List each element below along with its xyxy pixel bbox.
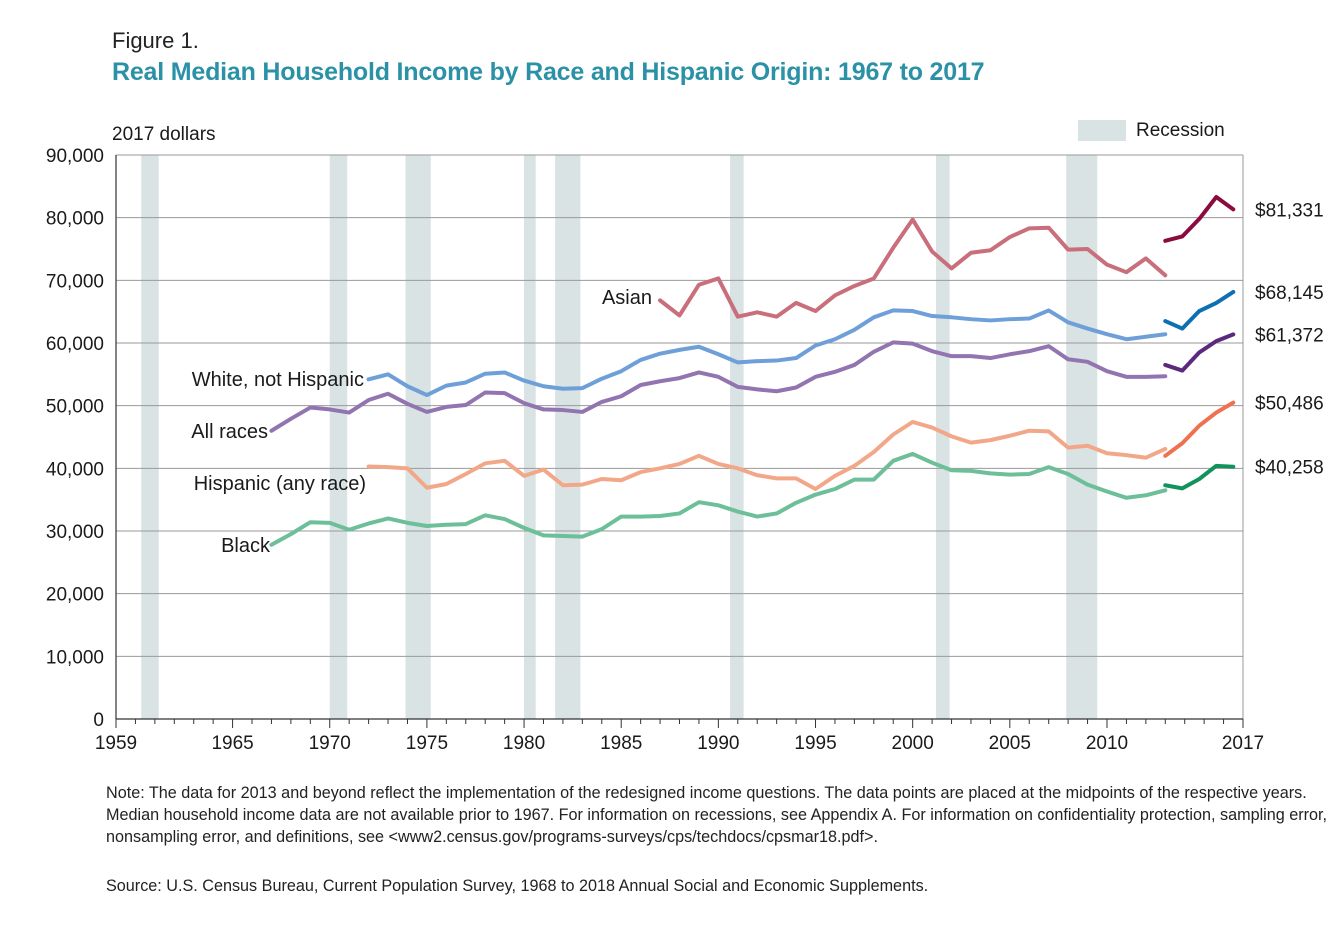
- x-tick-label: 1970: [309, 733, 351, 754]
- y-tick-label: 0: [93, 710, 104, 731]
- y-tick-label: 90,000: [46, 146, 104, 167]
- x-tick-label: 2000: [892, 733, 934, 754]
- y-tick-label: 30,000: [46, 522, 104, 543]
- recession-band: [141, 155, 159, 719]
- figure-title: Real Median Household Income by Race and…: [112, 58, 985, 86]
- x-tick-label: 2017: [1222, 733, 1264, 754]
- series-end-value-label: $81,331: [1255, 200, 1324, 221]
- series-line-new-method: [1163, 400, 1236, 458]
- series-line: [366, 419, 1168, 492]
- y-tick-label: 70,000: [46, 271, 104, 292]
- x-tick-label: 2010: [1086, 733, 1128, 754]
- series-line-new-method: [1163, 194, 1236, 243]
- x-tick-label: 2005: [989, 733, 1031, 754]
- y-tick-label: 80,000: [46, 209, 104, 230]
- x-tick-label: 1980: [503, 733, 545, 754]
- recession-band: [329, 155, 348, 719]
- y-tick-label: 60,000: [46, 334, 104, 355]
- legend-recession-swatch: [1078, 120, 1126, 141]
- recession-band: [555, 155, 581, 719]
- figure-label: Figure 1.: [112, 28, 199, 53]
- series-line: [269, 451, 1168, 547]
- series-end-value-label: $50,486: [1255, 394, 1324, 415]
- series-line: [269, 340, 1168, 433]
- x-tick-label: 1959: [95, 733, 137, 754]
- legend-recession-label: Recession: [1136, 120, 1225, 141]
- recession-band: [405, 155, 431, 719]
- series-name-label: All races: [191, 421, 268, 443]
- series-end-value-label: $68,145: [1255, 283, 1324, 304]
- series-end-value-label: $40,258: [1255, 458, 1324, 479]
- x-tick-label: 1990: [697, 733, 739, 754]
- y-tick-label: 20,000: [46, 585, 104, 606]
- x-tick-label: 1985: [600, 733, 642, 754]
- figure-note: Note: The data for 2013 and beyond refle…: [106, 784, 1328, 846]
- series-name-label: Black: [221, 535, 271, 557]
- y-tick-label: 40,000: [46, 459, 104, 480]
- recession-band: [730, 155, 744, 719]
- x-tick-label: 1975: [406, 733, 448, 754]
- recession-band: [935, 155, 950, 719]
- figure-source: Source: U.S. Census Bureau, Current Popu…: [106, 877, 929, 895]
- y-tick-label: 50,000: [46, 397, 104, 418]
- recession-band: [524, 155, 536, 719]
- recession-band: [1066, 155, 1098, 719]
- y-tick-label: 10,000: [46, 647, 104, 668]
- series-line-new-method: [1163, 289, 1236, 331]
- x-tick-label: 1965: [211, 733, 253, 754]
- income-line-chart: 0 10,000 20,000 30,000 40,000 50,000 60,000 70,…: [46, 120, 1324, 754]
- series-line: [658, 217, 1168, 319]
- series-line-new-method: [1163, 332, 1236, 373]
- series-line: [366, 308, 1168, 398]
- y-axis-label: 2017 dollars: [112, 124, 216, 145]
- series-name-label: Hispanic (any race): [194, 473, 366, 495]
- series-line-new-method: [1163, 463, 1236, 491]
- series-name-label: White, not Hispanic: [192, 369, 364, 391]
- series-end-value-label: $61,372: [1255, 325, 1324, 346]
- x-tick-label: 1995: [794, 733, 836, 754]
- series-name-label: Asian: [602, 287, 652, 309]
